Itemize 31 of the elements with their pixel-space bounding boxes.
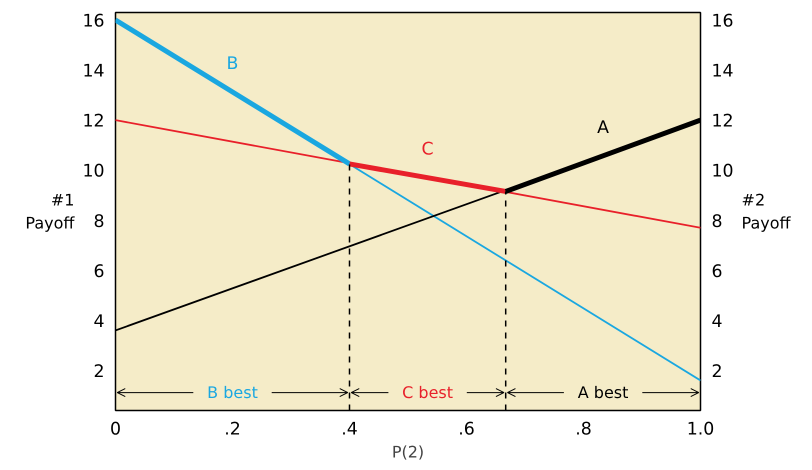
y2-tick-label: 4 [712,312,723,332]
y2-tick-label: 2 [712,362,723,382]
y2-tick-label: 10 [712,162,734,182]
x-tick-label: 0 [110,420,122,440]
series-label: B [226,54,238,74]
x-axis-title: P(2) [392,442,424,462]
series-label: C [422,140,434,160]
x-tick-label: .2 [224,420,241,440]
annotation: B best [207,383,258,402]
y2-tick-label: 16 [712,12,734,32]
y2-tick-label: 8 [712,212,723,232]
y-tick-label: 2 [93,362,105,382]
x-tick-label: .4 [341,420,358,440]
annotation: A best [578,383,628,402]
y2-tick-label: 12 [712,112,734,132]
y-tick-label: 10 [82,162,105,182]
y2-axis-title: #2 Payoff [742,190,792,232]
x-tick-label: .6 [458,420,475,440]
x-tick-label: .8 [575,420,592,440]
y-tick-label: 16 [82,12,105,32]
y2-tick-label: 14 [712,62,734,82]
y-tick-label: 8 [93,212,105,232]
series-label: A [597,118,610,138]
y-tick-label: 4 [93,312,105,332]
y-tick-label: 14 [82,62,105,82]
y-axis-title: #1 Payoff [25,190,76,232]
y-tick-label: 6 [93,262,105,282]
y-tick-label: 12 [82,112,105,132]
annotation: C best [402,383,454,402]
y2-tick-label: 6 [712,262,723,282]
x-tick-label: 1.0 [686,420,714,440]
